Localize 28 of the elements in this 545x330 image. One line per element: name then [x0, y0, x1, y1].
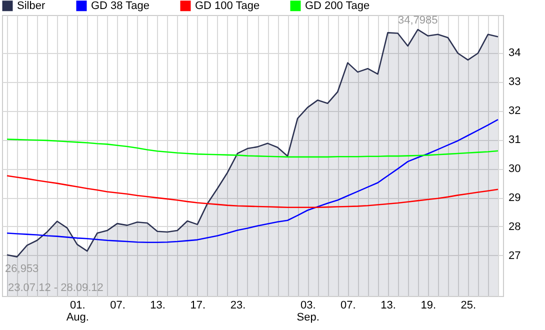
legend-label: GD 38 Tage — [91, 0, 150, 12]
y-tick-label: 32 — [508, 105, 521, 118]
x-tick-label: 07. — [340, 300, 356, 312]
legend-label: GD 100 Tage — [195, 0, 260, 12]
y-tick-label: 31 — [508, 134, 521, 146]
annotation: 23.07.12 - 28.09.12 — [8, 282, 104, 294]
legend-label: Silber — [17, 0, 46, 12]
y-tick-label: 34 — [508, 47, 521, 60]
x-tick-label: 13. — [380, 300, 396, 312]
annotation: 34,7985 — [398, 14, 438, 27]
x-tick-label: 13. — [150, 300, 166, 312]
y-tick-label: 27 — [508, 250, 521, 262]
annotation: 26,953 — [5, 262, 39, 275]
x-tick-label: 25. — [460, 300, 476, 312]
line-series — [6, 138, 499, 158]
x-tick-label: 23. — [230, 300, 246, 312]
x-tick-label: 17. — [190, 300, 206, 312]
x-tick-label: 07. — [110, 300, 126, 312]
legend-label: GD 200 Tage — [305, 0, 370, 12]
y-tick-label: 33 — [508, 76, 521, 88]
x-tick-label: 03. Sep. — [296, 300, 320, 324]
line-series — [6, 118, 499, 244]
y-tick-label: 30 — [508, 163, 521, 176]
y-tick-label: 29 — [508, 192, 521, 204]
y-tick-label: 28 — [508, 220, 521, 233]
x-tick-label: 01. Aug. — [66, 300, 89, 324]
line-series — [6, 175, 499, 208]
x-tick-label: 19. — [420, 300, 436, 312]
